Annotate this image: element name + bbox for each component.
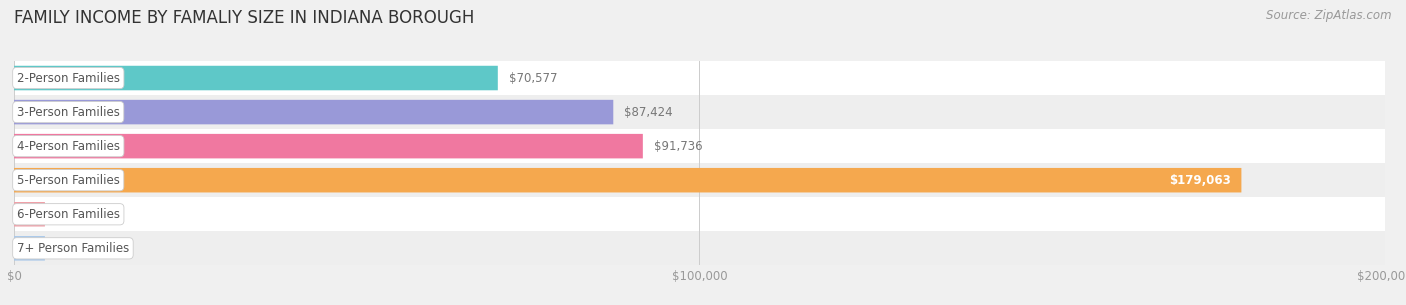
Text: $87,424: $87,424 bbox=[624, 106, 673, 119]
Bar bbox=[14, 197, 1385, 231]
Text: 2-Person Families: 2-Person Families bbox=[17, 72, 120, 84]
Text: 5-Person Families: 5-Person Families bbox=[17, 174, 120, 187]
FancyBboxPatch shape bbox=[14, 66, 498, 90]
Text: 7+ Person Families: 7+ Person Families bbox=[17, 242, 129, 255]
Text: Source: ZipAtlas.com: Source: ZipAtlas.com bbox=[1267, 9, 1392, 22]
Text: $0: $0 bbox=[56, 208, 70, 221]
Text: $70,577: $70,577 bbox=[509, 72, 557, 84]
Text: 3-Person Families: 3-Person Families bbox=[17, 106, 120, 119]
FancyBboxPatch shape bbox=[14, 134, 643, 158]
Bar bbox=[14, 163, 1385, 197]
Text: 4-Person Families: 4-Person Families bbox=[17, 140, 120, 152]
Bar bbox=[14, 231, 1385, 265]
Text: $0: $0 bbox=[56, 242, 70, 255]
FancyBboxPatch shape bbox=[14, 236, 45, 260]
Text: $179,063: $179,063 bbox=[1168, 174, 1230, 187]
FancyBboxPatch shape bbox=[14, 202, 45, 227]
Text: FAMILY INCOME BY FAMALIY SIZE IN INDIANA BOROUGH: FAMILY INCOME BY FAMALIY SIZE IN INDIANA… bbox=[14, 9, 474, 27]
Bar bbox=[14, 129, 1385, 163]
Bar bbox=[14, 61, 1385, 95]
Text: $91,736: $91,736 bbox=[654, 140, 703, 152]
Text: 6-Person Families: 6-Person Families bbox=[17, 208, 120, 221]
Bar bbox=[14, 95, 1385, 129]
FancyBboxPatch shape bbox=[14, 100, 613, 124]
FancyBboxPatch shape bbox=[14, 168, 1241, 192]
